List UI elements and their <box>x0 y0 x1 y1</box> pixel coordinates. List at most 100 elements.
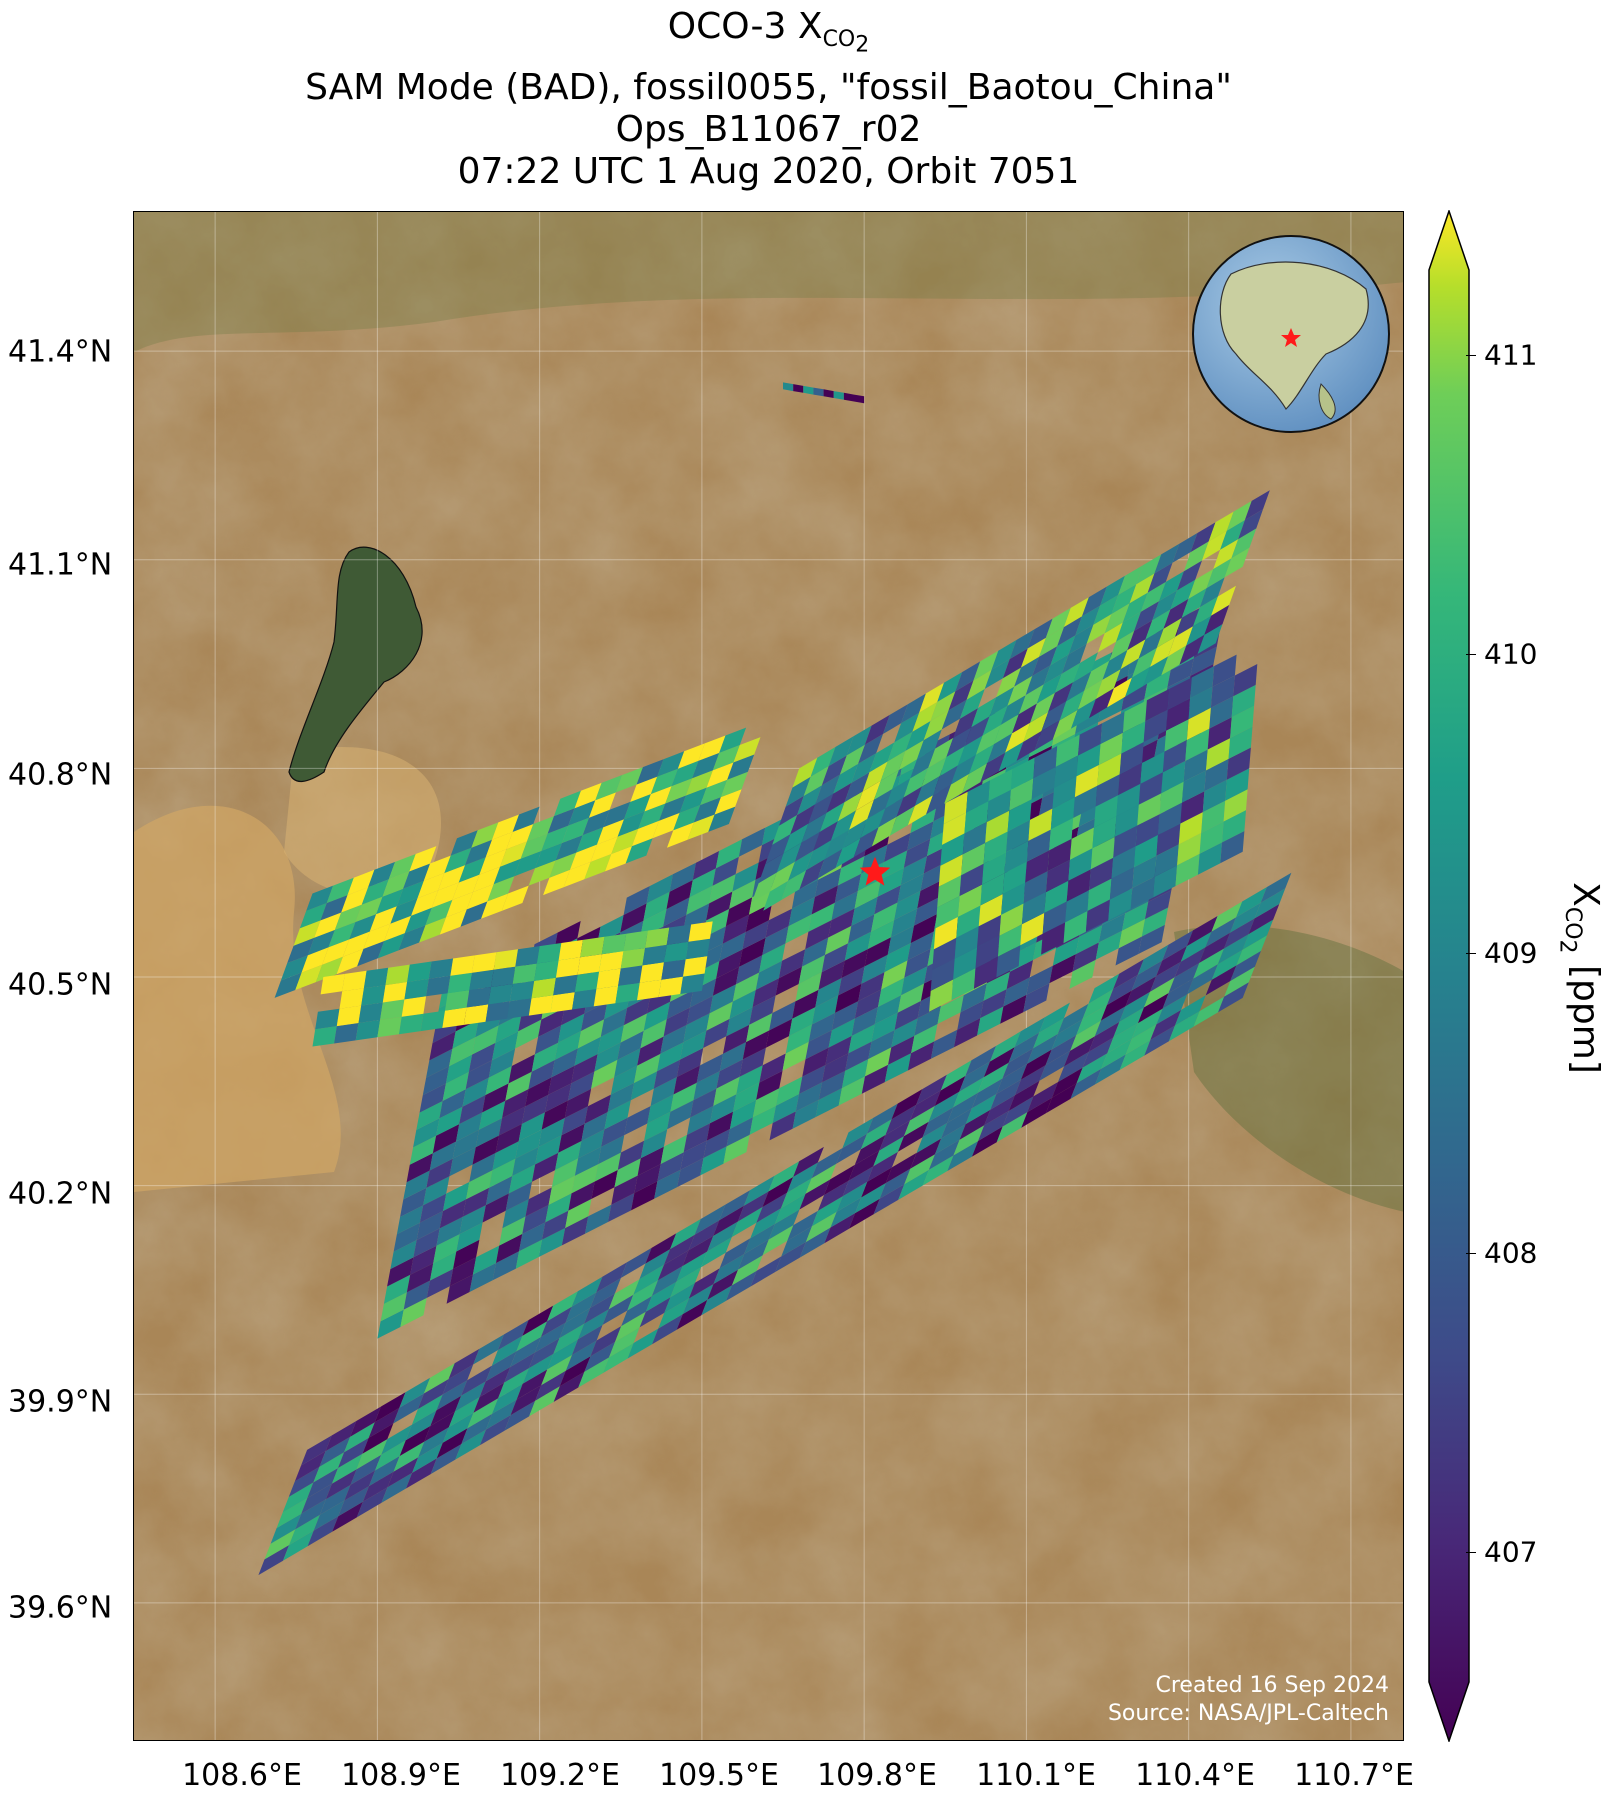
sounding-cell <box>306 885 334 911</box>
sounding-cell <box>706 891 733 921</box>
sounding-cell <box>350 1406 381 1437</box>
sounding-cell <box>471 822 499 848</box>
sounding-cell <box>1028 808 1053 841</box>
sounding-cell <box>1134 601 1159 631</box>
sounding-cell <box>1018 684 1044 715</box>
sounding-cell <box>528 995 554 1016</box>
sounding-cell <box>772 815 798 845</box>
sounding-cell <box>1032 646 1058 676</box>
sounding-cell <box>1039 1002 1070 1033</box>
sounding-cell <box>430 1444 462 1475</box>
sounding-cell <box>461 1365 492 1396</box>
sounding-cell <box>578 1309 609 1340</box>
sounding-cell <box>701 1237 732 1268</box>
sounding-cell <box>590 836 618 862</box>
sounding-cell <box>442 1071 469 1101</box>
sounding-cell <box>860 1119 892 1150</box>
sounding-cell <box>1075 925 1103 955</box>
sounding-cell <box>1162 978 1194 1009</box>
sounding-cell <box>1177 606 1204 636</box>
sounding-cell <box>818 960 845 990</box>
sounding-cell <box>1119 991 1151 1022</box>
sounding-cell <box>621 1296 652 1327</box>
sounding-cell <box>455 1429 486 1460</box>
sounding-cell <box>867 1151 898 1182</box>
sounding-cell <box>515 946 540 967</box>
sounding-cell <box>990 1031 1021 1062</box>
sounding-cell <box>382 982 408 1003</box>
sounding-cell <box>1059 690 1085 721</box>
sounding-cell <box>420 1010 445 1032</box>
sounding-cell <box>425 899 453 926</box>
sounding-cell <box>584 1341 616 1372</box>
sounding-cell <box>858 734 883 764</box>
sounding-cell <box>802 937 829 967</box>
sounding-cell <box>806 840 832 871</box>
sounding-cell <box>466 884 494 910</box>
sounding-cell <box>519 1222 546 1252</box>
sounding-cell <box>680 973 705 994</box>
sounding-cell <box>645 1281 677 1312</box>
sounding-cell <box>1199 577 1225 608</box>
sounding-cell <box>706 1001 733 1031</box>
sounding-cell <box>361 985 386 1006</box>
sounding-cell <box>903 838 931 868</box>
sounding-cell <box>864 937 891 967</box>
sounding-cell <box>719 1190 750 1221</box>
sounding-cell <box>898 1169 929 1200</box>
sounding-cell <box>723 1134 750 1164</box>
sounding-cell <box>650 1077 677 1107</box>
sounding-cell <box>590 1278 621 1308</box>
sounding-cell <box>1231 684 1256 718</box>
sounding-cell <box>264 1529 296 1560</box>
sounding-cell <box>891 908 918 938</box>
sounding-cell <box>1161 760 1186 794</box>
map-panel[interactable]: Created 16 Sep 2024 Source: NASA/JPL-Cal… <box>133 211 1404 1741</box>
sounding-cell <box>1125 976 1157 1007</box>
desert-area <box>134 805 341 1192</box>
sounding-cell <box>1206 558 1232 589</box>
sounding-cell <box>651 1266 683 1296</box>
sounding-cell <box>1164 719 1189 752</box>
sounding-cell <box>534 1322 566 1353</box>
sounding-cell <box>793 1146 824 1177</box>
sounding-cell <box>1220 520 1245 550</box>
sounding-cell <box>492 1031 519 1061</box>
sounding-cell <box>817 848 843 879</box>
sounding-cell <box>585 1204 612 1234</box>
sounding-cell <box>1042 901 1067 934</box>
sounding-cell <box>917 729 942 760</box>
sounding-cell <box>1002 1048 1034 1079</box>
sounding-cell <box>826 782 852 813</box>
sounding-cell <box>505 1181 532 1211</box>
sounding-cell <box>808 1012 836 1042</box>
sounding-cell <box>660 1134 687 1164</box>
sounding-cell <box>623 886 650 915</box>
sounding-cell <box>307 1516 339 1547</box>
sounding-cell <box>894 890 921 920</box>
sounding-cell <box>815 1088 842 1118</box>
sounding-cell <box>355 1019 381 1041</box>
sounding-cell <box>338 1486 369 1517</box>
sounding-cell <box>768 1161 800 1192</box>
sounding-cell <box>1006 960 1033 990</box>
sounding-cell <box>971 1078 1003 1109</box>
sounding-cell <box>789 1007 816 1037</box>
sounding-cell <box>449 1147 476 1177</box>
sounding-cell <box>935 1124 966 1155</box>
sounding-cell <box>775 1242 806 1272</box>
sounding-cell <box>401 996 427 1017</box>
sounding-cell <box>739 1047 766 1077</box>
sounding-cell <box>644 786 672 812</box>
sounding-cell <box>1084 660 1110 691</box>
sounding-cell <box>423 1176 450 1206</box>
sounding-cell <box>799 1227 831 1258</box>
sounding-cell <box>799 1065 826 1094</box>
sounding-cell <box>739 937 766 967</box>
sounding-cell <box>765 1018 793 1048</box>
sounding-cell <box>663 1007 690 1037</box>
sounding-cell <box>880 750 906 781</box>
sounding-cell <box>975 935 1000 969</box>
sounding-cell <box>914 776 940 806</box>
sounding-cell <box>294 1451 326 1482</box>
